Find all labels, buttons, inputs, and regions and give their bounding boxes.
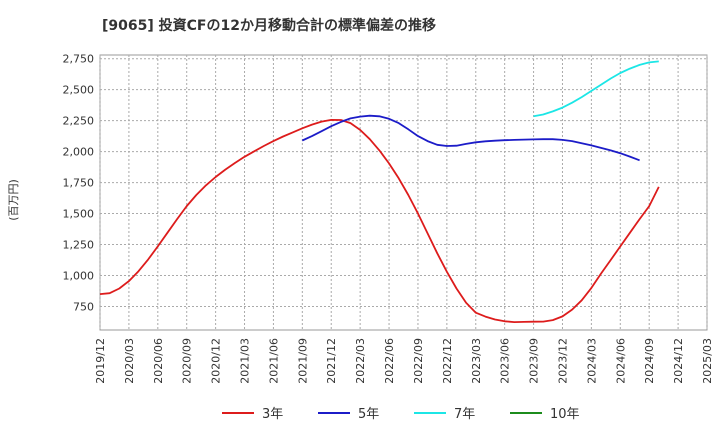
x-tick-label: 2023/12 [556, 338, 569, 384]
legend-label: 10年 [550, 407, 580, 422]
x-tick-label: 2023/09 [528, 338, 541, 384]
x-tick-label: 2021/12 [325, 338, 338, 384]
x-tick-label: 2021/09 [296, 338, 309, 384]
legend-label: 5年 [358, 407, 379, 422]
y-tick-label: 1,000 [63, 269, 95, 282]
series-lines [99, 60, 660, 323]
y-tick-label: 750 [73, 300, 94, 313]
series-line-0 [99, 119, 660, 323]
x-tick-label: 2024/09 [643, 338, 656, 384]
y-axis-label: (百万円) [7, 179, 20, 221]
grid [99, 55, 708, 330]
y-tick-label: 1,750 [63, 177, 95, 190]
x-tick-label: 2025/03 [701, 338, 714, 384]
legend-label: 3年 [262, 407, 283, 422]
legend-label: 7年 [454, 407, 475, 422]
x-axis: 2019/12 2020/03 2020/06 2020/09 2020/12 2021/… [94, 338, 714, 384]
legend: 3年 5年 7年 10年 [222, 407, 580, 422]
x-tick-label: 2020/09 [181, 338, 194, 384]
y-tick-label: 1,250 [63, 239, 95, 252]
x-tick-label: 2024/12 [672, 338, 685, 384]
y-tick-label: 2,500 [63, 84, 95, 97]
x-tick-label: 2024/03 [585, 338, 598, 384]
x-tick-label: 2022/03 [354, 338, 367, 384]
y-tick-label: 1,500 [63, 208, 95, 221]
x-tick-label: 2021/03 [239, 338, 252, 384]
x-tick-label: 2022/09 [412, 338, 425, 384]
plot-area [99, 54, 708, 331]
x-tick-label: 2024/06 [614, 338, 627, 384]
x-tick-label: 2023/03 [470, 338, 483, 384]
y-axis: 750 1,000 1,250 1,500 1,750 2,000 2,250 2,500 2,… [63, 53, 95, 314]
x-tick-label: 2022/06 [383, 338, 396, 384]
x-tick-label: 2019/12 [94, 338, 107, 384]
y-tick-label: 2,000 [63, 146, 95, 159]
x-tick-label: 2021/06 [267, 338, 280, 384]
x-tick-label: 2023/06 [499, 338, 512, 384]
x-tick-label: 2020/03 [123, 338, 136, 384]
series-line-2 [533, 60, 659, 118]
y-tick-label: 2,750 [63, 53, 95, 66]
x-tick-label: 2022/12 [441, 338, 454, 384]
x-tick-label: 2020/06 [152, 338, 165, 384]
chart-title: [9065] 投資CFの12か月移動合計の標準偏差の推移 [102, 17, 436, 34]
y-tick-label: 2,250 [63, 115, 95, 128]
series-line-1 [301, 114, 640, 162]
x-tick-label: 2020/12 [210, 338, 223, 384]
